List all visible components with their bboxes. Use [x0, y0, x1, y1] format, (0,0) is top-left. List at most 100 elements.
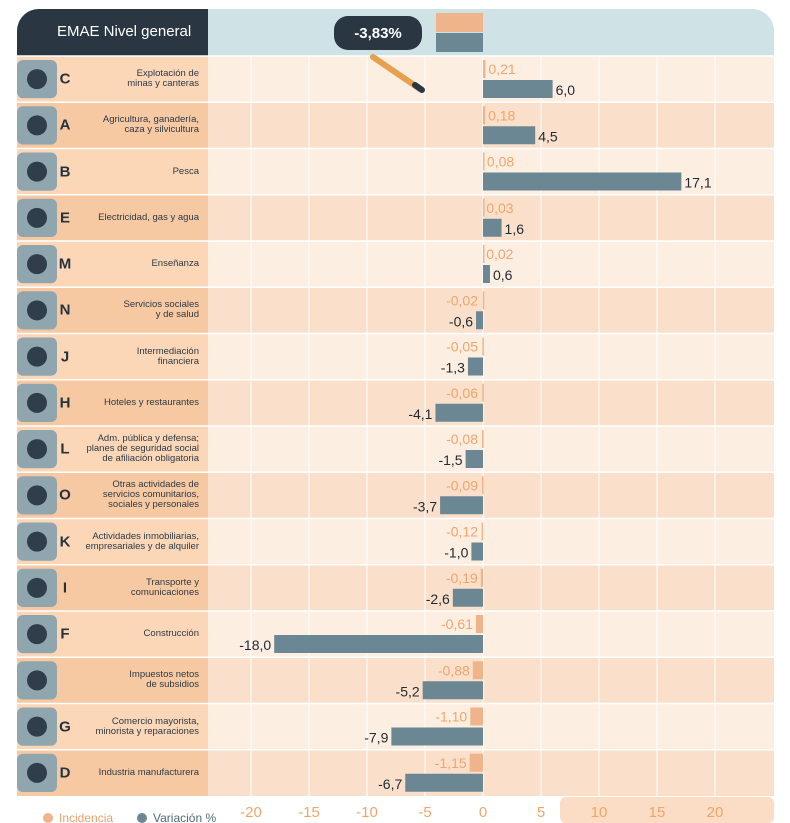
header-variacion-block	[436, 33, 483, 52]
sector-icon	[27, 624, 47, 645]
incidencia-data-label: -0,19	[446, 570, 478, 586]
x-tick-label: 15	[649, 804, 666, 821]
row-plot-bg	[208, 472, 774, 519]
category-label: Enseñanza	[151, 258, 199, 270]
category-letter: L	[60, 440, 70, 458]
category-label: Transporte y comunicaciones	[130, 576, 199, 598]
variacion-bar	[476, 311, 483, 330]
x-tick-label: -15	[298, 804, 320, 821]
x-tick-label: -20	[240, 804, 262, 821]
incidencia-bar	[483, 152, 485, 171]
variacion-data-label: -1,5	[438, 452, 462, 468]
category-label: Adm. pública y defensa; planes de seguri…	[86, 433, 200, 465]
row-plot-bg	[208, 703, 774, 750]
variacion-bar	[467, 357, 483, 376]
variacion-data-label: 1,6	[505, 221, 525, 237]
incidencia-data-label: 0,03	[486, 200, 513, 216]
x-tick-label: -10	[356, 804, 378, 821]
variacion-data-label: -18,0	[239, 637, 271, 653]
total-variation-badge: -3,83%	[334, 16, 422, 50]
sector-icon	[27, 762, 47, 783]
variacion-bar	[483, 265, 490, 283]
sector-icon	[27, 254, 47, 275]
category-label: Actividades inmobiliarias, empresariales…	[85, 530, 199, 552]
incidencia-bar	[483, 245, 485, 263]
incidencia-swatch	[43, 813, 53, 823]
sector-icon	[27, 346, 47, 367]
incidencia-data-label: 0,02	[486, 246, 513, 262]
sector-icon	[27, 161, 47, 182]
row-plot-bg	[208, 426, 774, 473]
category-label: Explotación de minas y canteras	[127, 68, 199, 90]
variacion-bar	[274, 635, 483, 653]
variacion-data-label: 17,1	[684, 175, 711, 191]
variacion-data-label: -1,0	[444, 545, 468, 561]
category-letter: C	[59, 70, 71, 88]
incidencia-data-label: -0,61	[441, 616, 473, 632]
incidencia-bar	[475, 615, 483, 633]
category-label: Pesca	[172, 165, 199, 177]
category-label: Servicios sociales y de salud	[123, 299, 200, 321]
category-letter: O	[59, 486, 71, 504]
page-title: EMAE Nivel general	[57, 23, 192, 40]
category-letter: F	[60, 625, 70, 643]
incidencia-data-label: -1,15	[435, 755, 467, 771]
incidencia-data-label: -1,10	[435, 709, 467, 725]
incidencia-bar	[481, 476, 484, 495]
incidencia-data-label: 0,21	[488, 61, 515, 77]
incidencia-bar	[469, 753, 483, 772]
incidencia-data-label: -0,08	[446, 431, 478, 447]
incidencia-data-label: -0,02	[446, 292, 478, 308]
incidencia-bar	[472, 661, 483, 680]
variacion-bar	[471, 542, 483, 561]
incidencia-bar	[470, 707, 483, 726]
header-title-panel	[17, 9, 208, 56]
row-plot-bg	[208, 564, 774, 611]
incidencia-data-label: -0,06	[446, 385, 478, 401]
incidencia-data-label: 0,18	[488, 107, 515, 123]
category-label: Impuestos netos de subsidios	[129, 669, 199, 691]
category-label: Agricultura, ganadería, caza y silvicult…	[102, 114, 199, 136]
sector-icon	[27, 300, 47, 321]
x-tick-label: 5	[537, 804, 545, 821]
row-plot-bg	[208, 287, 774, 334]
category-letter: N	[59, 301, 71, 319]
variacion-data-label: 4,5	[538, 128, 558, 144]
variacion-data-label: 0,6	[493, 267, 513, 283]
pencil-tip	[412, 82, 425, 93]
variacion-bar	[483, 126, 536, 145]
category-letter: B	[59, 163, 71, 181]
row-plot-bg	[208, 657, 774, 704]
variacion-bar	[483, 218, 502, 237]
axis-positive-band	[560, 797, 774, 823]
chart-canvas: 0,21 6,0 0,18 4,5 0,08 17,1 0,03 1,6 0,02 0,6 -0,0…	[17, 9, 774, 823]
incidencia-data-label: 0,08	[487, 154, 514, 170]
x-tick-label: -5	[418, 804, 431, 821]
category-letter: J	[60, 348, 70, 366]
category-label: Otras actividades de servicios comunitar…	[102, 479, 199, 511]
legend-variacion: Variación %	[137, 811, 216, 823]
category-letter: A	[59, 116, 71, 134]
category-label: Electricidad, gas y agua	[98, 211, 199, 223]
category-letter: H	[59, 394, 71, 412]
row-plot-bg	[208, 749, 774, 796]
x-tick-label: 0	[479, 804, 487, 821]
incidencia-data-label: -0,12	[446, 524, 478, 540]
category-letter: E	[59, 209, 70, 227]
incidencia-bar	[482, 430, 484, 448]
sector-icon	[27, 577, 47, 598]
header-incidencia-block	[436, 13, 483, 32]
incidencia-bar	[482, 337, 484, 356]
category-label: Intermediación financiera	[136, 345, 199, 367]
variacion-data-label: -7,9	[364, 730, 388, 746]
legend-variacion-label: Variación %	[153, 811, 217, 823]
variacion-bar	[483, 172, 682, 191]
sector-icon	[27, 485, 47, 506]
variacion-bar	[391, 727, 483, 746]
sector-icon	[27, 207, 47, 228]
category-label: Construcción	[143, 628, 199, 640]
variacion-bar	[405, 773, 483, 792]
row-plot-bg	[208, 518, 774, 565]
variacion-data-label: -5,2	[396, 683, 420, 699]
variacion-bar	[435, 403, 483, 422]
